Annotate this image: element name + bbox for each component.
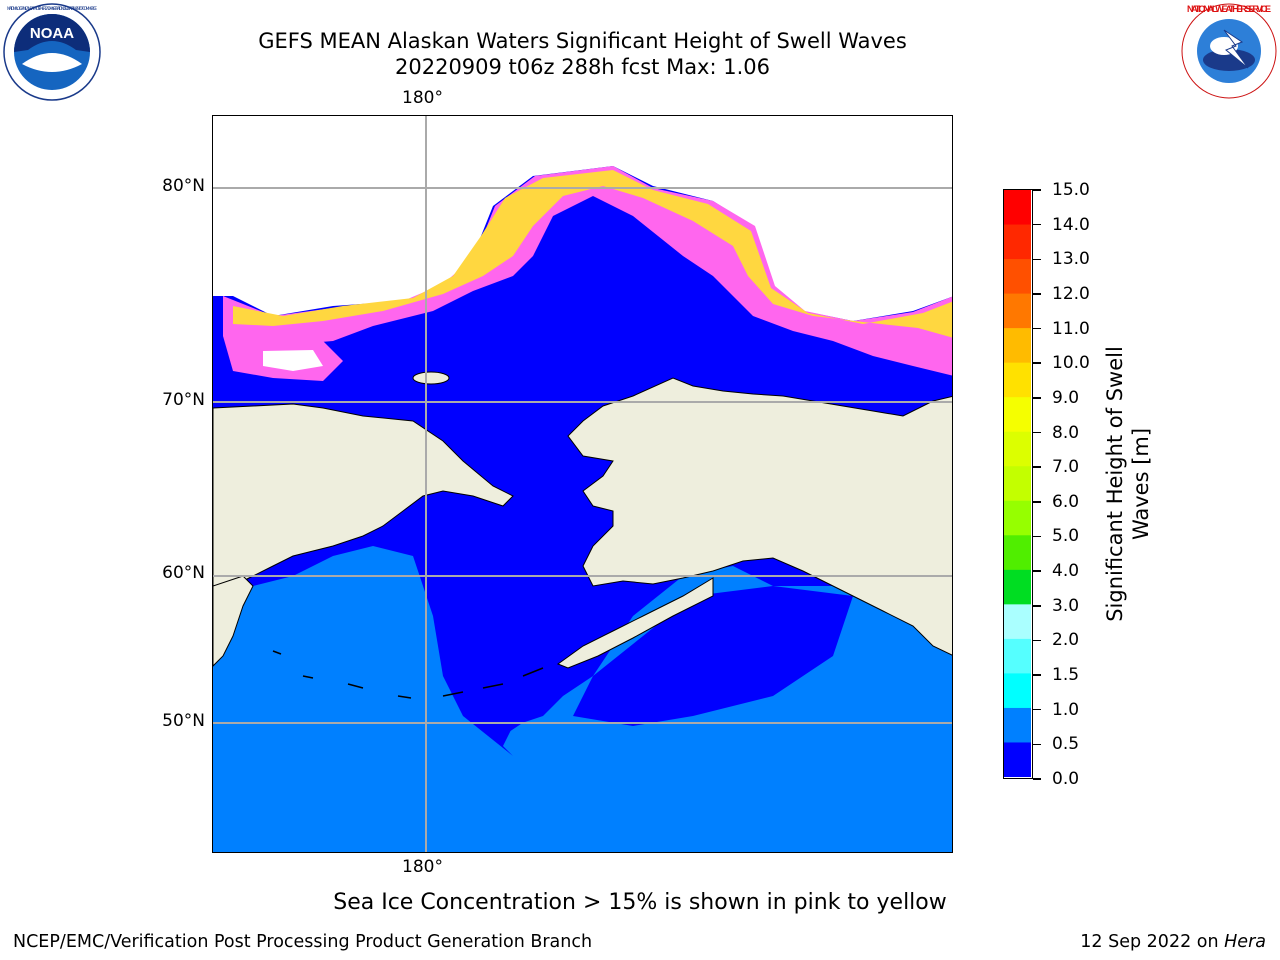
colorbar-band-15 bbox=[1004, 707, 1031, 744]
colorbar-tick-label: 3.0 bbox=[1052, 595, 1080, 616]
map-graticule bbox=[213, 116, 952, 852]
aleutian-islands bbox=[272, 650, 544, 699]
sea-ice-band-yellow bbox=[233, 170, 952, 338]
colorbar-tick-label: 6.0 bbox=[1052, 491, 1080, 512]
st-lawrence-island bbox=[412, 371, 450, 385]
colorbar-band-10 bbox=[1004, 535, 1031, 571]
colorbar-tick bbox=[1033, 466, 1041, 468]
lat-label-80n: 80°N bbox=[162, 176, 205, 196]
colorbar-band-12 bbox=[1004, 604, 1031, 640]
colorbar-tick-label: 9.0 bbox=[1052, 387, 1080, 408]
colorbar-tick bbox=[1033, 778, 1041, 780]
colorbar-band-8 bbox=[1004, 466, 1031, 502]
colorbar-tick-label: 0.5 bbox=[1052, 734, 1080, 755]
colorbar-tick-label: 12.0 bbox=[1052, 283, 1090, 304]
colorbar-band-2 bbox=[1004, 259, 1031, 295]
footer-date-text: 12 Sep 2022 on bbox=[1080, 932, 1225, 952]
map-frame bbox=[212, 115, 953, 853]
colorbar-tick-label: 7.0 bbox=[1052, 457, 1080, 478]
colorbar-title-line2: Waves [m] bbox=[1129, 427, 1153, 541]
colorbar-tick bbox=[1033, 605, 1041, 607]
footer-host: Hera bbox=[1224, 932, 1266, 952]
footer-date: 12 Sep 2022 on Hera bbox=[1080, 932, 1266, 952]
colorbar-tick-label: 8.0 bbox=[1052, 422, 1080, 443]
colorbar-band-16 bbox=[1004, 742, 1031, 777]
noaa-logo-icon: NOAA NATIONAL OCEANIC AND ATMOSPHERIC AD… bbox=[2, 2, 102, 102]
colorbar bbox=[1003, 189, 1033, 779]
chart-subtitle: 20220909 t06z 288h fcst Max: 1.06 bbox=[395, 55, 770, 79]
colorbar-band-5 bbox=[1004, 362, 1031, 398]
colorbar-tick-label: 13.0 bbox=[1052, 249, 1090, 270]
colorbar-tick-label: 15.0 bbox=[1052, 180, 1090, 200]
land-alaska bbox=[567, 377, 952, 656]
colorbar-band-14 bbox=[1004, 673, 1031, 709]
sea-ice-band-pink bbox=[223, 166, 952, 376]
chart-title: GEFS MEAN Alaskan Waters Significant Hei… bbox=[258, 29, 907, 53]
noaa-logo-ring-text: NATIONAL OCEANIC AND ATMOSPHERIC ADMINIS… bbox=[7, 6, 97, 11]
colorbar-band-0 bbox=[1004, 190, 1031, 226]
colorbar-tick bbox=[1033, 223, 1041, 226]
sea-ice-note: Sea Ice Concentration > 15% is shown in … bbox=[333, 890, 947, 915]
swell-height-map bbox=[213, 116, 952, 852]
nws-logo-icon: NATIONAL WEATHER SERVICE bbox=[1180, 2, 1278, 100]
ocean-swell-0-to-0-5-gulf bbox=[503, 586, 853, 736]
colorbar-band-13 bbox=[1004, 638, 1031, 675]
colorbar-tick bbox=[1033, 570, 1041, 572]
land-kamchatka bbox=[213, 575, 254, 667]
lon-label-top-180: 180° bbox=[402, 88, 443, 108]
lat-label-60n: 60°N bbox=[162, 563, 205, 583]
colorbar-title-line1: Significant Height of Swell bbox=[1103, 346, 1127, 622]
colorbar-tick bbox=[1033, 708, 1041, 711]
colorbar-tick-label: 1.0 bbox=[1052, 699, 1080, 720]
lat-label-50n: 50°N bbox=[162, 711, 205, 731]
colorbar-tick-label: 2.0 bbox=[1052, 630, 1080, 651]
colorbar-tick-label: 5.0 bbox=[1052, 526, 1080, 547]
lat-label-70n: 70°N bbox=[162, 390, 205, 410]
colorbar-tick-label: 0.0 bbox=[1052, 769, 1080, 789]
colorbar-band-7 bbox=[1004, 431, 1031, 467]
colorbar-tick bbox=[1033, 535, 1041, 538]
colorbar-tick bbox=[1033, 327, 1041, 330]
noaa-logo-text: NOAA bbox=[30, 25, 74, 42]
colorbar-tick bbox=[1033, 674, 1041, 676]
colorbar-tick bbox=[1033, 397, 1041, 399]
colorbar-tick bbox=[1033, 362, 1041, 364]
colorbar-tick bbox=[1033, 258, 1041, 261]
land-alaska-peninsula bbox=[556, 577, 714, 669]
sea-ice-patch-chukchi-core bbox=[263, 350, 323, 371]
colorbar-tick-label: 14.0 bbox=[1052, 214, 1090, 235]
colorbar-tick bbox=[1033, 431, 1041, 434]
colorbar-title: Significant Height of Swell Waves [m] bbox=[1102, 346, 1154, 622]
nws-logo-ring-text: NATIONAL WEATHER SERVICE bbox=[1187, 4, 1271, 14]
colorbar-band-9 bbox=[1004, 500, 1031, 536]
colorbar-tick bbox=[1033, 189, 1041, 191]
colorbar-gradient bbox=[1004, 190, 1031, 777]
colorbar-tick-label: 4.0 bbox=[1052, 561, 1080, 582]
footer-producer: NCEP/EMC/Verification Post Processing Pr… bbox=[13, 932, 593, 952]
colorbar-tick-label: 10.0 bbox=[1052, 353, 1090, 374]
arctic-no-data bbox=[213, 116, 952, 321]
colorbar-tick-label: 1.5 bbox=[1052, 665, 1080, 686]
colorbar-tick bbox=[1033, 743, 1041, 746]
colorbar-band-11 bbox=[1004, 569, 1031, 605]
colorbar-tick bbox=[1033, 293, 1041, 295]
colorbar-band-6 bbox=[1004, 397, 1031, 433]
colorbar-tick bbox=[1033, 501, 1041, 503]
colorbar-tick bbox=[1033, 639, 1041, 642]
land-russia bbox=[213, 403, 514, 587]
colorbar-band-3 bbox=[1004, 293, 1031, 329]
colorbar-band-4 bbox=[1004, 328, 1031, 364]
lon-label-bottom-180: 180° bbox=[402, 857, 443, 877]
colorbar-tick-label: 11.0 bbox=[1052, 318, 1090, 339]
colorbar-band-1 bbox=[1004, 224, 1031, 260]
